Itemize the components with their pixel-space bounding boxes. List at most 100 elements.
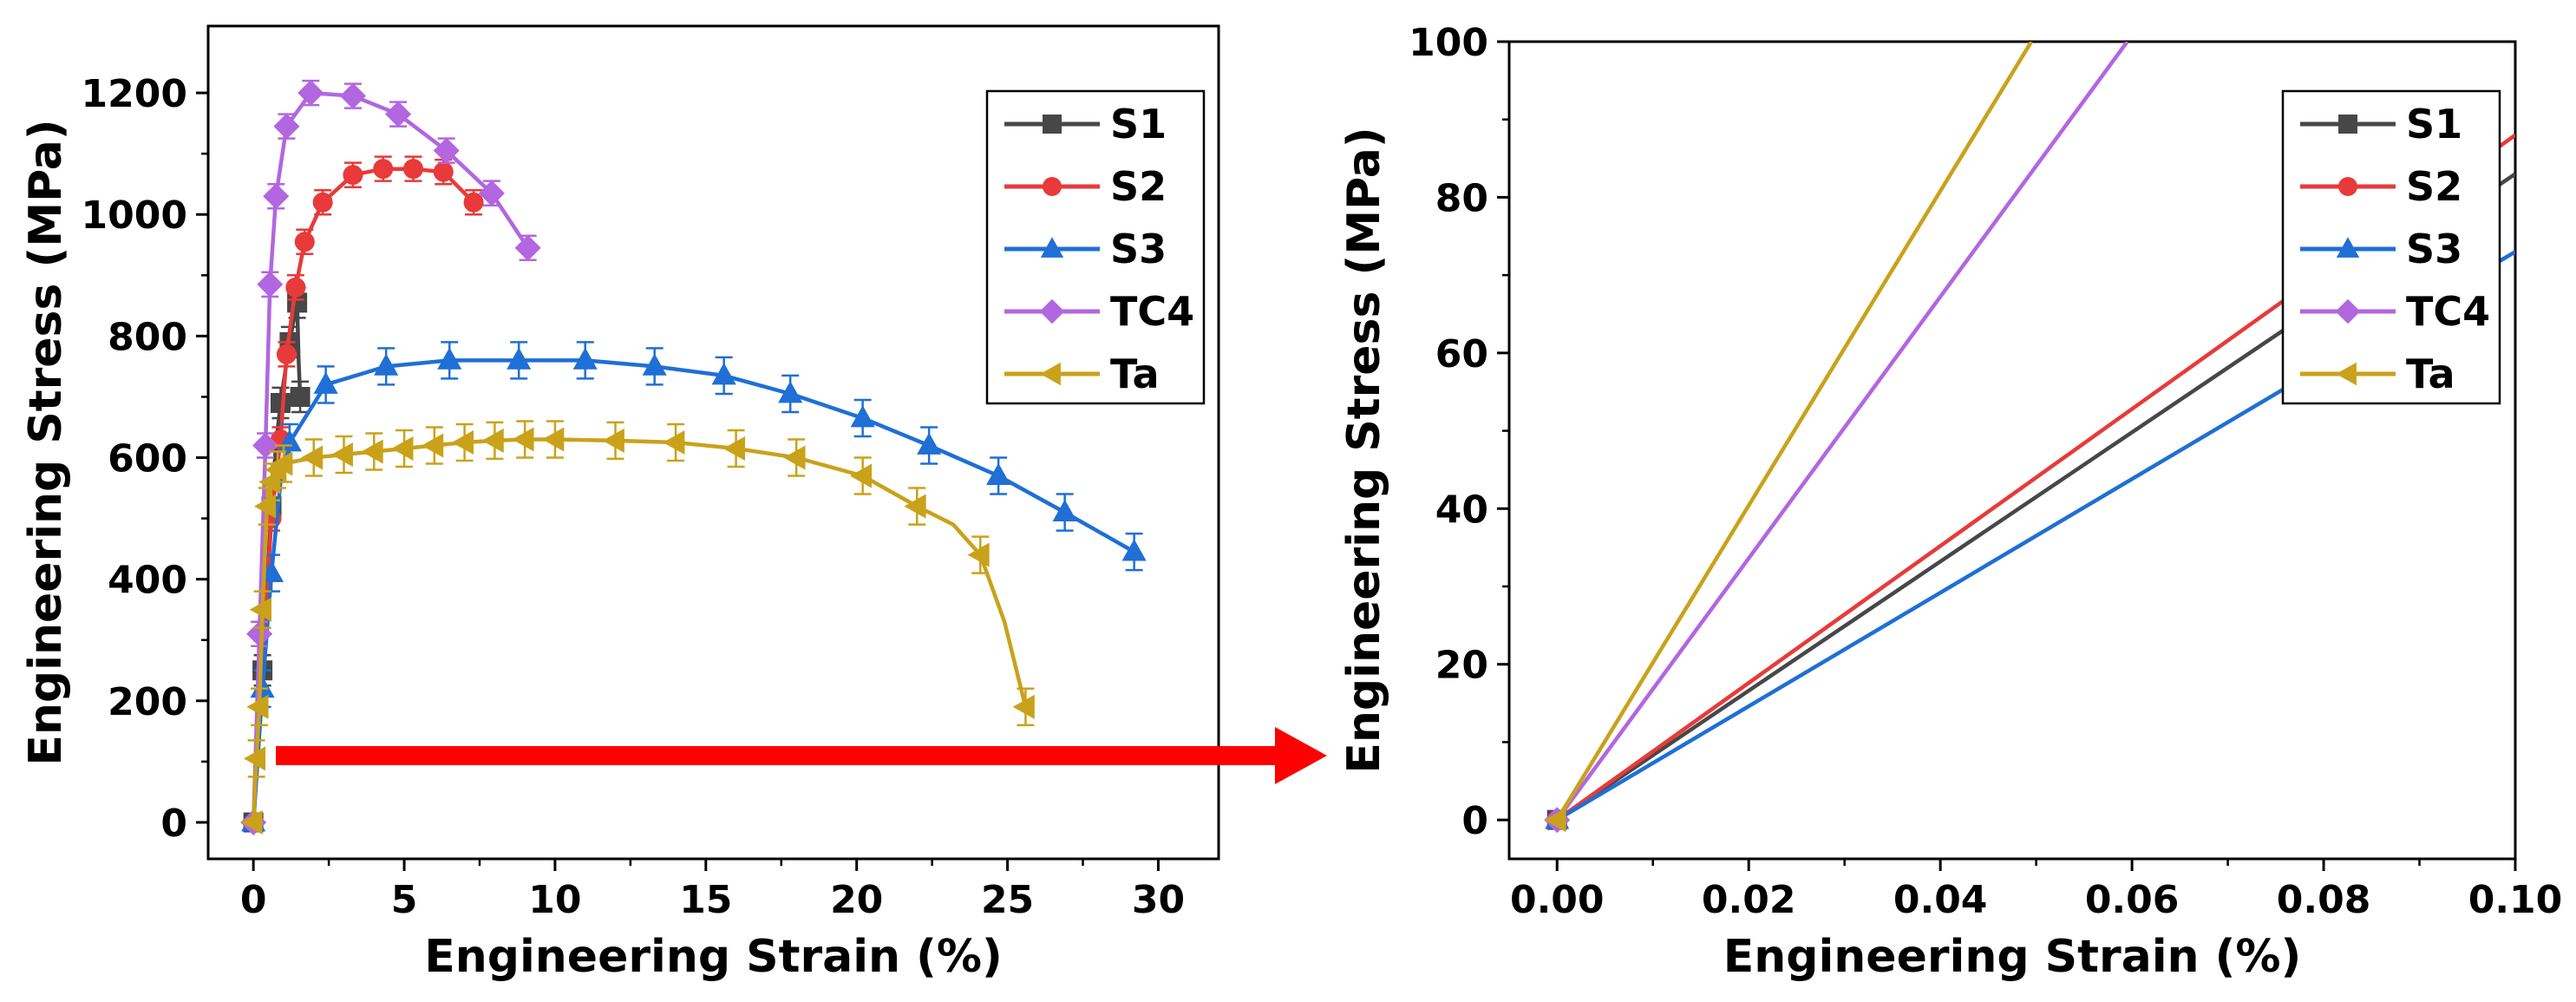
- marker-S3: [642, 353, 667, 376]
- marker-Ta: [240, 809, 263, 835]
- marker-S2: [433, 161, 454, 182]
- legend-label-TC4: TC4: [2406, 288, 2490, 335]
- marker-Ta: [249, 597, 271, 622]
- axis-frame: [1507, 40, 2517, 861]
- chart-panel-2: 0.00 0.02 0.04 0.06 0.08 0.10 0 20 40 60 80 100 Engi…: [1338, 21, 2562, 983]
- marker-S3: [437, 347, 462, 370]
- marker-S3: [711, 363, 736, 385]
- legend: S1 S2 S3 TC4 Ta: [2281, 89, 2501, 405]
- x-tick-label: 0.00: [1510, 878, 1605, 922]
- x-tick-label: 20: [830, 878, 883, 922]
- x-tick-label: 0.04: [1893, 878, 1988, 922]
- marker-Ta: [1544, 808, 1566, 833]
- x-tick-label: 0: [240, 878, 267, 922]
- marker-Ta: [849, 463, 873, 488]
- legend-label-S2: S2: [2406, 163, 2462, 210]
- marker-S3: [850, 405, 875, 428]
- legend-label-S2: S2: [1110, 163, 1167, 210]
- y-tick-label: 100: [1409, 21, 1488, 65]
- marker-Ta: [602, 428, 624, 453]
- marker-TC4: [385, 101, 412, 128]
- marker-Ta: [512, 427, 534, 452]
- x-tick-label: 5: [391, 878, 418, 922]
- y-tick-label: 200: [108, 680, 187, 724]
- y-tick-label: 0: [160, 802, 187, 846]
- series-line-TC4: [251, 90, 530, 823]
- series-TC4: [1544, 42, 2129, 834]
- y-tick-label: 40: [1435, 488, 1488, 532]
- y-axis-label: Engineering Stress (MPa): [20, 119, 72, 765]
- marker-TC4: [339, 82, 366, 109]
- legend-marker-S3: [2336, 237, 2360, 258]
- marker-TC4: [257, 271, 284, 298]
- marker-Ta: [1012, 694, 1035, 719]
- x-tick-label: 0.08: [2277, 878, 2371, 922]
- marker-TC4: [478, 180, 505, 206]
- marker-S2: [402, 159, 423, 180]
- legend-label-S3: S3: [2406, 226, 2462, 272]
- marker-S3: [374, 353, 399, 376]
- legend-marker-S2: [1043, 177, 1062, 196]
- marker-S3: [572, 347, 598, 370]
- legend-marker-TC4: [2335, 298, 2361, 324]
- marker-Ta: [422, 433, 444, 458]
- marker-TC4: [433, 137, 460, 164]
- marker-Ta: [243, 746, 266, 771]
- series-line-S2: [251, 167, 475, 823]
- legend-marker-TC4: [1039, 298, 1065, 324]
- marker-Ta: [451, 429, 474, 455]
- legend-marker-S3: [1040, 237, 1064, 258]
- y-tick-label: 800: [108, 315, 187, 359]
- annotation-arrow-head: [1275, 727, 1327, 784]
- y-tick-label: 600: [108, 437, 187, 481]
- marker-Ta: [783, 445, 806, 470]
- marker-Ta: [271, 451, 293, 476]
- marker-Ta: [967, 542, 990, 567]
- x-tick-label: 25: [981, 878, 1034, 922]
- marker-S2: [276, 344, 297, 364]
- marker-S2: [343, 165, 363, 186]
- marker-Ta: [391, 436, 414, 462]
- marker-S1: [270, 392, 291, 413]
- legend-label-Ta: Ta: [2406, 350, 2455, 397]
- y-tick-label: 0: [1461, 799, 1488, 843]
- y-tick-label: 1200: [82, 72, 187, 116]
- axis-frame: [206, 24, 1220, 861]
- marker-S2: [373, 159, 394, 180]
- marker-S3: [1121, 539, 1147, 561]
- x-tick-label: 30: [1132, 878, 1185, 922]
- x-tick-label: 0.06: [2085, 878, 2180, 922]
- marker-S2: [312, 192, 333, 213]
- marker-TC4: [514, 234, 541, 261]
- marker-Ta: [300, 445, 324, 470]
- y-axis-label: Engineering Stress (MPa): [1338, 127, 1390, 773]
- x-tick-label: 0.02: [1702, 878, 1796, 922]
- y-tick-label: 60: [1435, 332, 1488, 377]
- marker-S2: [294, 232, 315, 252]
- marker-Ta: [904, 494, 926, 519]
- marker-S2: [285, 277, 306, 298]
- marker-S1: [290, 386, 311, 407]
- series-line-Ta: [1555, 42, 2034, 822]
- legend-marker-S1: [1043, 115, 1062, 134]
- marker-S3: [1052, 499, 1077, 521]
- legend-label-S1: S1: [1110, 101, 1167, 147]
- series-line-TC4: [1555, 42, 2129, 822]
- marker-S2: [463, 192, 484, 213]
- x-tick-label: 10: [528, 878, 581, 922]
- y-tick-label: 1000: [82, 193, 187, 238]
- x-axis-label: Engineering Strain (%): [424, 931, 1003, 983]
- legend-label-Ta: Ta: [1110, 350, 1160, 397]
- x-tick-label: 0.10: [2468, 878, 2563, 922]
- legend-label-S1: S1: [2406, 101, 2462, 147]
- marker-Ta: [481, 428, 504, 453]
- series-S2: [251, 155, 484, 823]
- marker-TC4: [297, 80, 324, 107]
- legend-marker-Ta: [2336, 362, 2357, 386]
- marker-Ta: [542, 427, 565, 452]
- marker-TC4: [273, 113, 300, 140]
- marker-Ta: [663, 429, 685, 455]
- legend: S1 S2 S3 TC4 Ta: [985, 89, 1206, 405]
